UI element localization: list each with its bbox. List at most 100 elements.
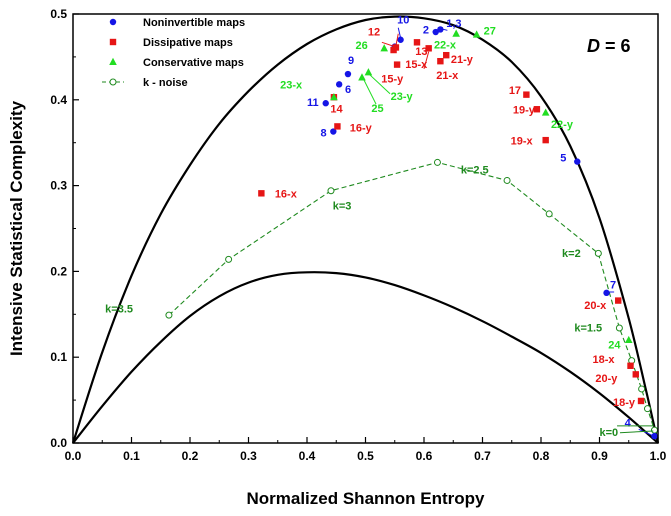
k-noise-point [226,256,232,262]
y-tick-label: 0.5 [50,7,67,21]
k-noise-point [166,312,172,318]
dissipative-point [523,91,529,97]
legend-knoise-marker [110,79,116,85]
point-label: 5 [560,153,566,165]
noninvertible-point [345,71,351,77]
dissipative-point [638,398,644,404]
point-label: 4 [625,418,632,430]
y-tick-label: 0.1 [50,350,67,364]
point-label: 23-x [280,80,303,92]
x-tick-label: 0.2 [182,449,199,463]
point-label: 20-y [595,373,618,385]
k-noise-point [644,406,650,412]
noninvertible-point [603,290,609,296]
dissipative-point [443,52,449,58]
point-label: k=1.5 [574,322,602,334]
x-tick-label: 0.9 [591,449,608,463]
x-tick-label: 1.0 [650,449,667,463]
point-label: 16-y [350,123,373,135]
k-noise-point [328,188,334,194]
dimension-value: = 6 [600,36,631,56]
dissipative-point [334,123,340,129]
y-tick-label: 0.4 [50,93,67,107]
conservative-point [380,44,388,51]
point-label: 13 [415,46,427,58]
point-label: 18-y [613,397,636,409]
noninvertible-point [323,100,329,106]
point-label: k=0 [600,427,619,439]
legend-entry-label: Noninvertible maps [143,17,245,29]
point-label: k=2 [562,248,581,260]
point-label: 15-y [381,74,404,86]
x-tick-label: 0.8 [533,449,550,463]
k-noise-point [504,177,510,183]
legend-entry-label: Conservative maps [143,57,244,69]
dissipative-point [414,39,420,45]
conservative-point [625,336,633,343]
legend-conservative-marker [109,58,117,65]
x-tick-label: 0.7 [474,449,491,463]
point-label: 27 [484,26,496,38]
y-tick-label: 0.3 [50,179,67,193]
k-noise-line [169,162,655,430]
point-label: 12 [368,26,380,38]
conservative-point [358,73,366,80]
point-label: 11 [307,97,319,109]
point-label: 7 [610,280,616,292]
k-noise-series [166,159,658,433]
dissipative-point [394,61,400,67]
noninvertible-point [336,81,342,87]
dissipative-point [542,137,548,143]
dissipative-point [437,58,443,64]
point-label: 1,3 [446,18,461,30]
x-tick-label: 0.6 [416,449,433,463]
label-pointer [398,28,400,38]
y-axis-title: Intensive Statistical Complexity [7,100,26,356]
noninvertible-point [574,158,580,164]
legend-entry-label: Dissipative maps [143,37,233,49]
conservative-point [452,30,460,37]
point-label: 22-x [434,39,457,51]
x-tick-label: 0.1 [123,449,140,463]
axis-ticks: 0.0 0.1 0.2 0.3 0.4 0.5 0.6 0.7 0.8 0.9 1.00.00.10… [50,7,666,463]
dissipative-point [627,363,633,369]
point-label: k=2.5 [461,165,489,177]
point-label: 19-y [513,105,536,117]
k-noise-point [651,427,657,433]
point-label: 21-x [436,70,459,82]
dissipative-point [633,371,639,377]
point-label: k=3.5 [105,304,133,316]
label-pointer [620,431,653,433]
dissipative-point [615,297,621,303]
point-label: 18-x [592,354,615,366]
point-label: 10 [397,14,409,26]
x-tick-label: 0.3 [240,449,257,463]
point-label: 9 [348,55,354,67]
k-noise-point [546,211,552,217]
point-label: 23-y [391,91,414,103]
dimension-annotation: D = 6 [587,36,631,56]
dimension-symbol: D [587,36,600,56]
point-label: 25 [371,103,383,115]
conservative-point [365,68,373,75]
point-label: 22-y [551,119,574,131]
dissipative-point [258,190,264,196]
point-label: k=3 [333,201,352,213]
lower-bound-curve [73,272,658,443]
x-axis-title: Normalized Shannon Entropy [246,489,485,508]
point-label: 2 [423,25,429,37]
point-label: 21-y [451,54,474,66]
point-label: 6 [345,84,351,96]
x-tick-label: 0.0 [65,449,82,463]
k-noise-point [639,386,645,392]
noninvertible-point [651,433,657,439]
y-tick-label: 0.2 [50,264,67,278]
point-label: 17 [509,85,521,97]
legend-entry-label: k - noise [143,77,188,89]
label-pointer [639,429,652,435]
legend-dissipative-marker [110,39,116,45]
legend: Noninvertible maps Dissipative maps Conser… [102,17,245,89]
k-noise-point [595,250,601,256]
point-label: 26 [356,40,368,52]
k-noise-point [434,159,440,165]
